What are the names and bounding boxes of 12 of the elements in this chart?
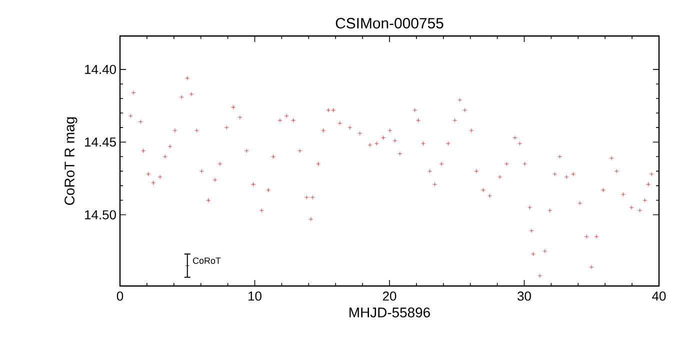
y-tick-label: 14.45: [85, 138, 116, 147]
chart-title: CSIMon-000755: [336, 18, 444, 28]
y-tick-label: 14.40: [85, 64, 116, 74]
x-axis-title: MHJD-55896: [350, 308, 430, 318]
series-label: CoRoT: [193, 257, 221, 264]
x-tick-label: 10: [248, 292, 262, 301]
y-axis-title: CoRoT R mag: [64, 117, 78, 205]
x-tick-label: 0: [116, 292, 124, 301]
x-tick-label: 40: [652, 292, 666, 301]
y-tick-label: 14.50: [85, 210, 116, 220]
x-tick-label: 30: [518, 292, 531, 301]
x-tick-label: 20: [382, 292, 396, 301]
